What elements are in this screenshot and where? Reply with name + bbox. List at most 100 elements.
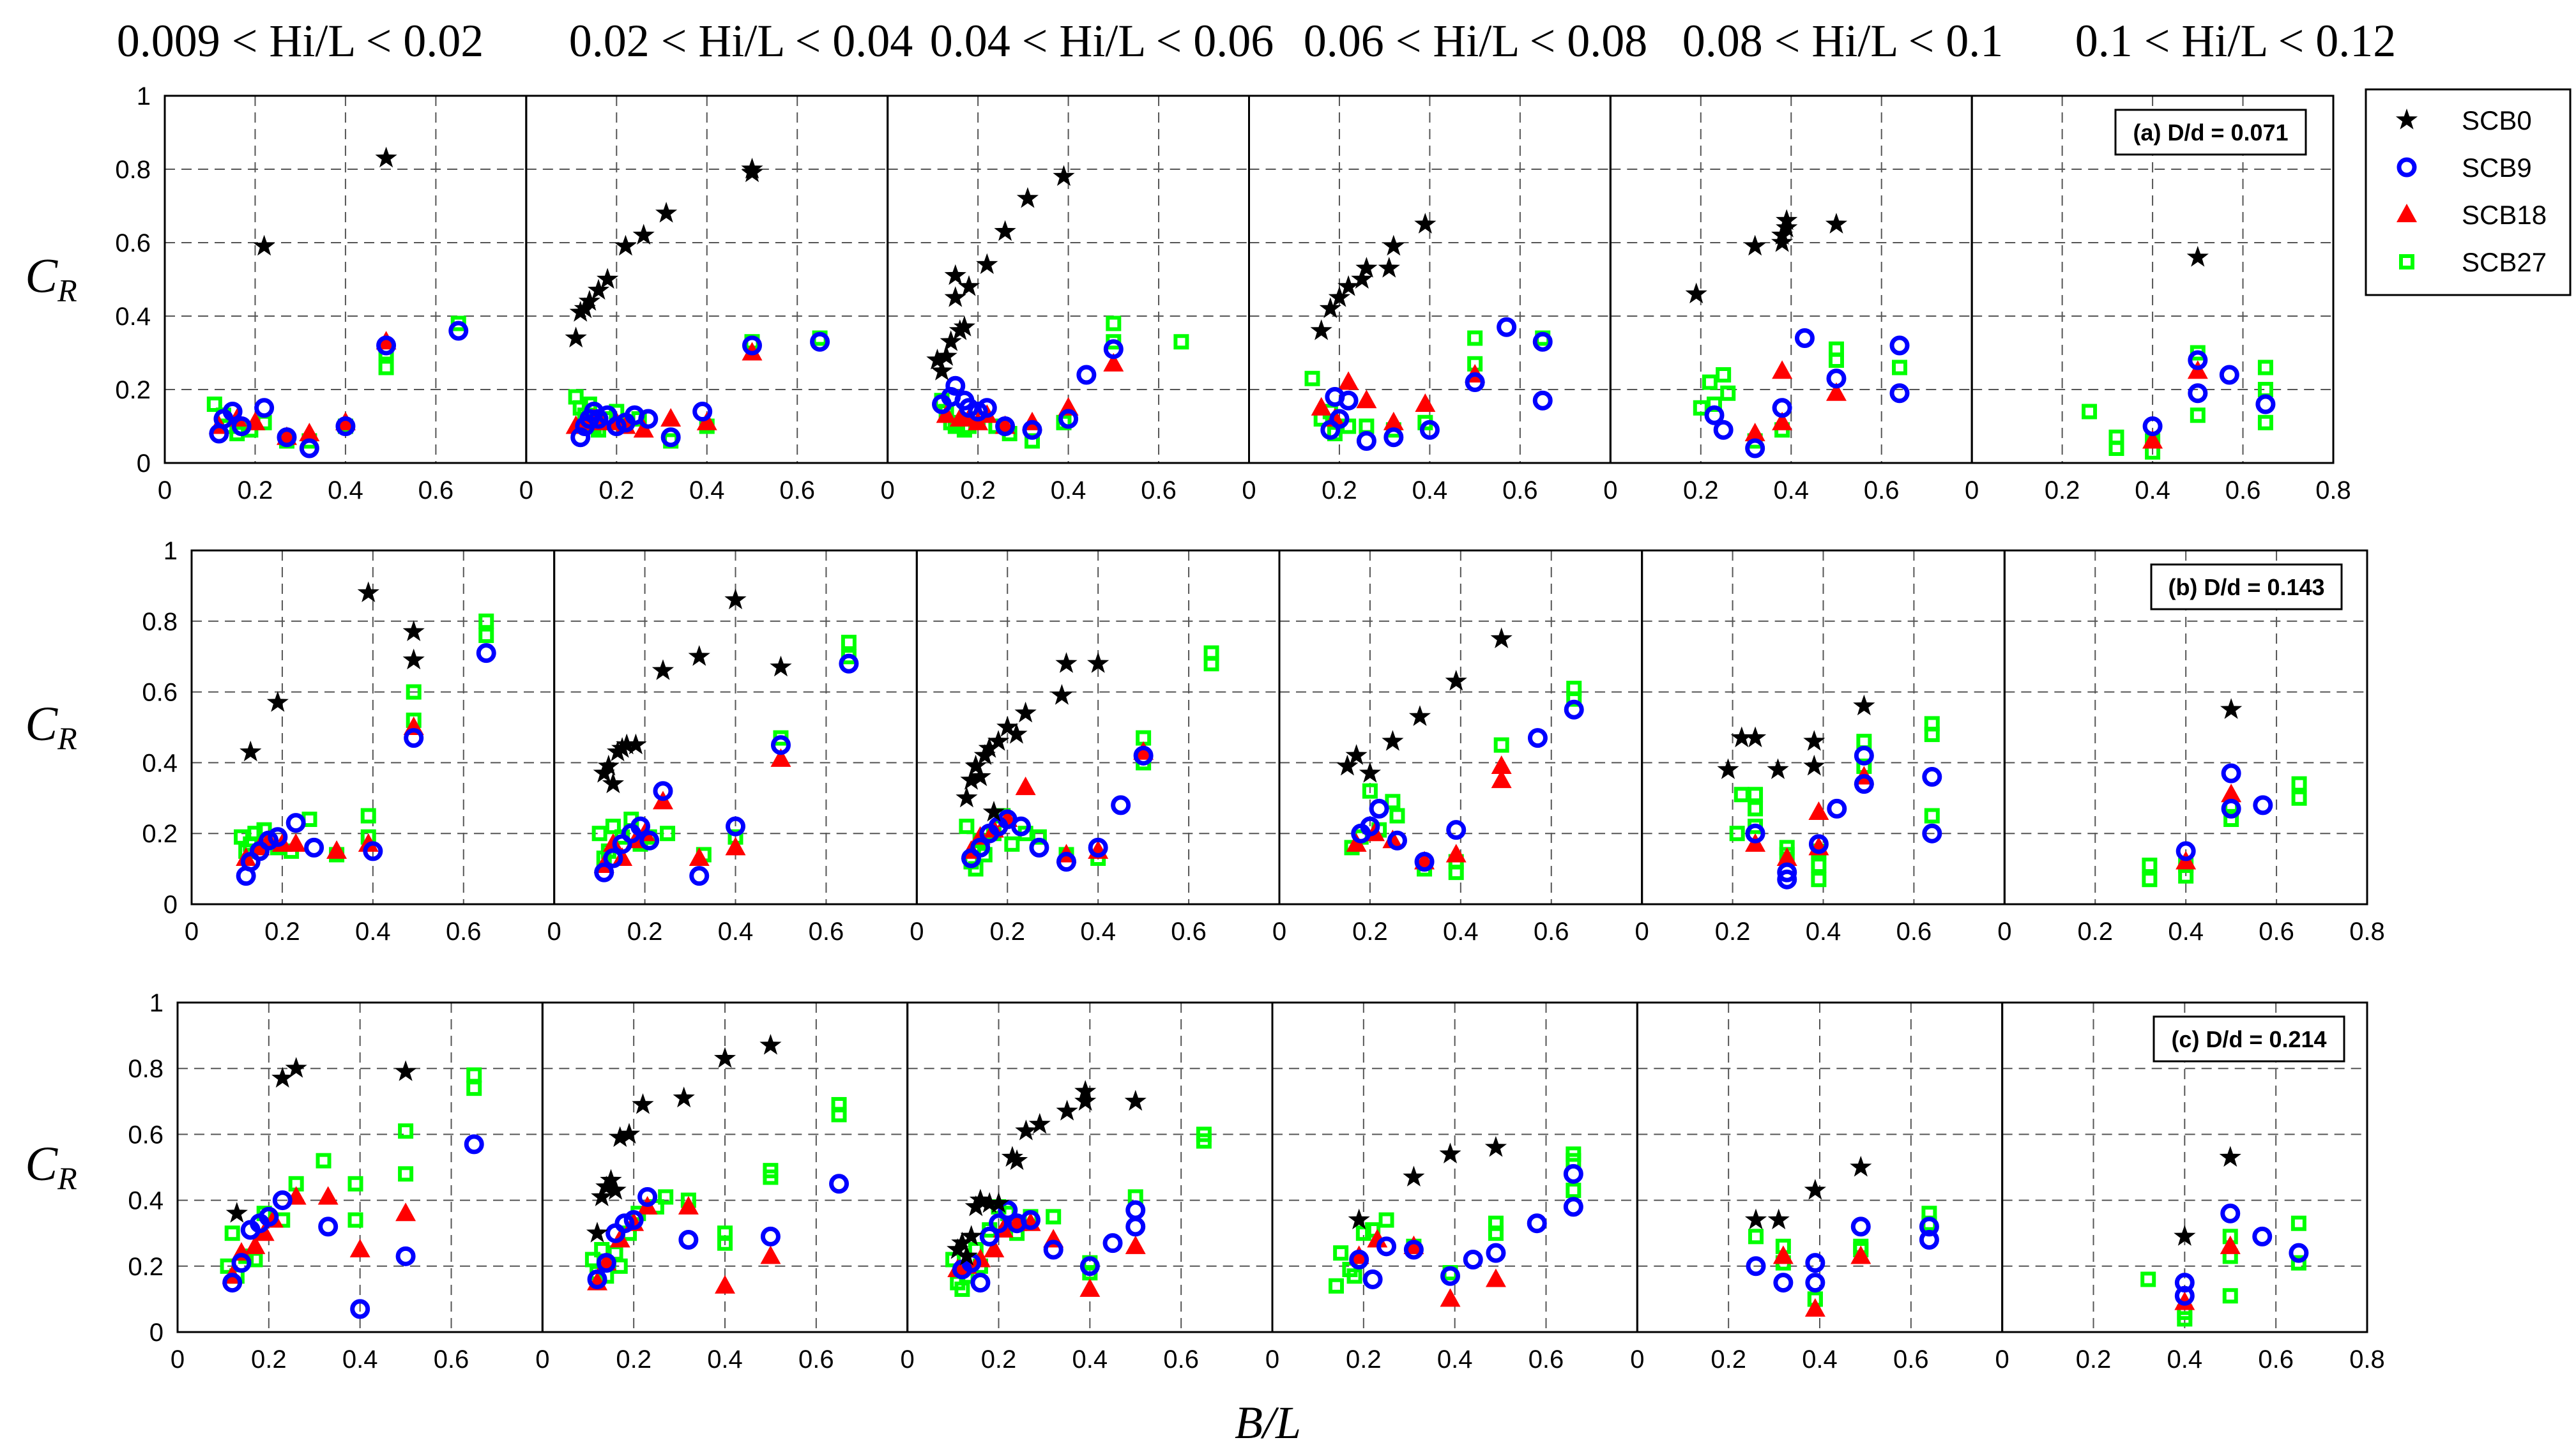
point-scb0 <box>1055 652 1078 673</box>
point-scb0 <box>982 801 1005 822</box>
point-scb9 <box>254 398 275 418</box>
point-scb27 <box>398 1123 414 1139</box>
point-scb18 <box>1772 411 1793 430</box>
x-tick-label: 0.2 <box>1346 1345 1382 1374</box>
x-tick-label: 0 <box>1265 1345 1279 1374</box>
point-scb9 <box>1486 1243 1506 1263</box>
y-tick-label: 1 <box>149 989 164 1017</box>
point-scb0 <box>652 659 674 680</box>
point-scb9 <box>448 321 469 341</box>
point-scb9 <box>2142 416 2163 436</box>
point-scb9 <box>1058 409 1079 429</box>
legend-label-scb18: SCB18 <box>2462 200 2547 230</box>
point-scb0 <box>597 268 619 289</box>
point-scb27 <box>1389 808 1405 824</box>
point-scb27 <box>1362 783 1378 799</box>
point-scb0 <box>1767 1208 1790 1230</box>
point-scb9 <box>259 1206 279 1227</box>
y-tick-label: 1 <box>137 82 151 110</box>
point-scb0 <box>1484 1136 1507 1157</box>
point-scb9 <box>995 416 1016 436</box>
point-scb9 <box>231 1253 252 1273</box>
point-scb27 <box>1196 1133 1212 1149</box>
column-header-6: 0.1 < Hi/L < 0.12 <box>2075 15 2397 66</box>
point-scb0 <box>688 645 710 666</box>
point-scb18 <box>633 419 654 438</box>
point-scb0 <box>1771 231 1794 252</box>
column-header-2: 0.02 < Hi/L < 0.04 <box>569 15 913 66</box>
point-scb0 <box>1685 282 1707 304</box>
point-scb0 <box>1853 694 1875 716</box>
point-scb9 <box>1376 1236 1397 1257</box>
point-scb27 <box>2140 1271 2156 1287</box>
point-scb0 <box>1803 730 1825 751</box>
panel-1-6: 0 0.2 0.4 0.6 0.8 <box>1965 95 2351 504</box>
point-scb9 <box>639 830 660 851</box>
point-scb18 <box>678 1195 699 1215</box>
point-scb9 <box>2174 1273 2195 1293</box>
point-scb0 <box>1336 754 1359 776</box>
point-scb27 <box>378 360 394 375</box>
point-scb9 <box>1076 365 1097 385</box>
point-scb27 <box>1693 400 1709 416</box>
point-scb0 <box>673 1086 695 1108</box>
y-tick-label: 0.2 <box>115 376 151 404</box>
point-scb27 <box>1203 656 1219 672</box>
point-scb27 <box>1828 341 1844 357</box>
point-scb9 <box>363 841 383 861</box>
point-scb18 <box>1367 1229 1388 1248</box>
point-scb18 <box>1311 397 1332 416</box>
point-scb9 <box>979 1226 1000 1246</box>
point-scb0 <box>1767 758 1789 779</box>
point-scb9 <box>770 735 791 755</box>
y-tick-label: 0.4 <box>142 749 178 777</box>
point-scb18 <box>2174 1291 2195 1310</box>
x-tick-label: 0.6 <box>434 1345 469 1374</box>
x-tick-label: 0 <box>1603 476 1617 504</box>
point-scb9 <box>1532 331 1553 352</box>
point-scb0 <box>1310 319 1332 340</box>
point-scb27 <box>347 1176 363 1192</box>
point-scb18 <box>1491 755 1512 774</box>
point-scb0 <box>586 1222 609 1243</box>
point-scb0 <box>1056 1100 1078 1121</box>
point-scb0 <box>931 360 953 381</box>
x-tick-label: 0.6 <box>2258 1345 2294 1374</box>
point-scb18 <box>1772 360 1793 379</box>
row-label: (c) D/d = 0.214 <box>2171 1026 2326 1052</box>
point-scb9 <box>689 866 710 886</box>
point-scb0 <box>618 1123 641 1144</box>
point-scb18 <box>725 837 746 856</box>
point-scb9 <box>2188 383 2208 404</box>
x-tick-label: 0.6 <box>809 918 844 946</box>
x-tick-label: 0 <box>881 476 895 504</box>
point-scb27 <box>1004 836 1020 852</box>
point-scb9 <box>1360 816 1380 837</box>
point-scb9 <box>2255 394 2276 414</box>
panel-frame <box>2003 549 2368 905</box>
point-scb0 <box>996 716 1019 737</box>
point-scb9 <box>1011 816 1032 837</box>
point-scb18 <box>2220 1235 2241 1254</box>
point-scb9 <box>989 1213 1009 1234</box>
point-scb27 <box>360 808 376 824</box>
point-scb0 <box>2174 1225 2196 1246</box>
point-scb27 <box>316 1153 332 1169</box>
point-scb9 <box>1103 339 1124 360</box>
point-scb0 <box>271 1066 294 1088</box>
x-tick-label: 0.6 <box>779 476 815 504</box>
point-scb27 <box>1346 1268 1362 1284</box>
point-scb27 <box>1748 1229 1764 1245</box>
point-scb0 <box>604 1179 627 1200</box>
point-scb0 <box>587 278 610 300</box>
point-scb9 <box>692 402 713 421</box>
legend-marker-scb9 <box>2397 157 2417 178</box>
point-scb0 <box>713 1047 736 1068</box>
x-tick-label: 0.6 <box>798 1345 834 1374</box>
point-scb27 <box>247 826 263 842</box>
row-label-box <box>2153 1015 2345 1063</box>
point-scb9 <box>1338 390 1359 411</box>
panel-2-3: 0 0.2 0.4 0.6 <box>910 549 1281 946</box>
y-tick-label: 0.4 <box>115 303 151 331</box>
point-scb9 <box>2289 1243 2309 1263</box>
